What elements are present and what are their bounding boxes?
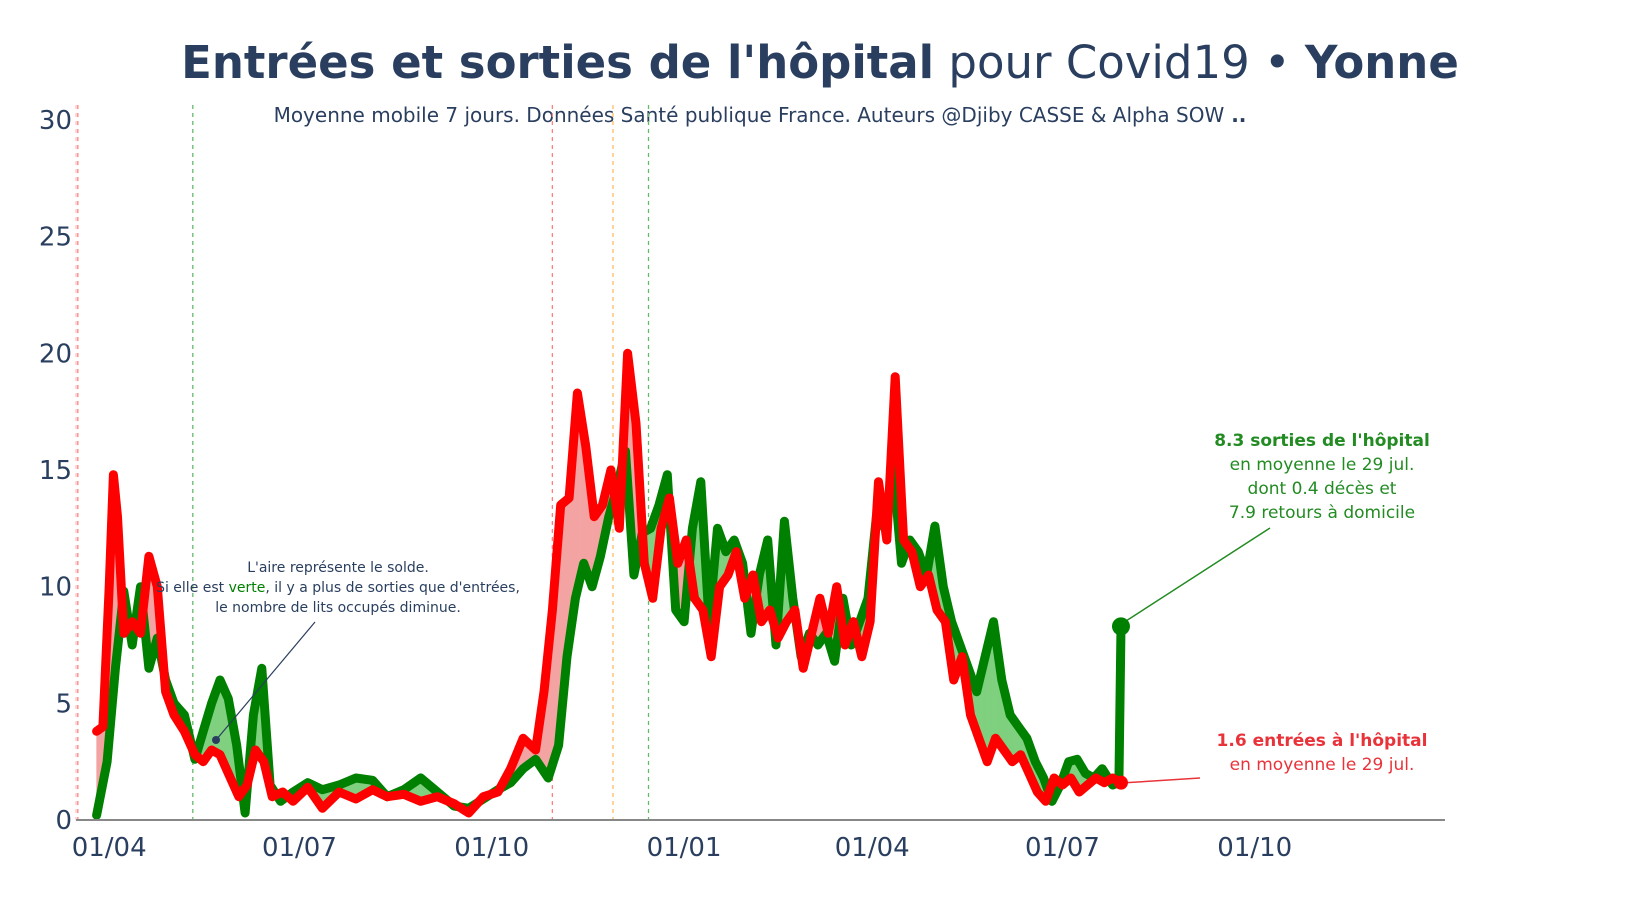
series-lines — [92, 348, 1126, 820]
x-tick-label: 01/07 — [262, 833, 337, 863]
sorties-ann-line-4: 7.9 retours à domicile — [1229, 503, 1415, 523]
sorties-annotation: 8.3 sorties de l'hôpital en moyenne le 2… — [1111, 431, 1430, 636]
entrees-ann-line-2: en moyenne le 29 jul. — [1230, 755, 1415, 775]
chart-subtitle: Moyenne mobile 7 jours. Données Santé pu… — [274, 103, 1247, 127]
axes — [75, 105, 1445, 821]
sorties-ann-connector — [1126, 527, 1271, 621]
x-tick-label: 01/04 — [835, 833, 910, 863]
sorties-line — [92, 446, 1126, 820]
subtitle-tail: .. — [1224, 103, 1246, 127]
x-tick-label: 01/01 — [647, 833, 722, 863]
y-tick-label: 5 — [55, 689, 72, 719]
entrees-ann-connector — [1126, 777, 1201, 784]
tick-labels: 0 5 10 15 20 25 30 01/04 01/07 01/10 01/01 01/04 01/… — [39, 106, 1292, 863]
entrees-ann-line-1: 1.6 entrées à l'hôpital — [1217, 731, 1428, 751]
x-tick-label: 01/10 — [454, 833, 529, 863]
x-tick-label: 01/04 — [72, 833, 147, 863]
entrees-line — [92, 348, 1126, 818]
subtitle-text: Moyenne mobile 7 jours. Données Santé pu… — [274, 103, 1225, 127]
y-tick-label: 15 — [39, 456, 72, 486]
y-tick-label: 10 — [39, 573, 72, 603]
note-line-2: Si elle est verte, il y a plus de sortie… — [156, 580, 520, 596]
sorties-ann-line-2: en moyenne le 29 jul. — [1230, 455, 1415, 475]
note-line-1: L'aire représente le solde. — [247, 560, 429, 576]
title-normal: pour Covid19 • — [934, 36, 1305, 89]
balance-note: L'aire représente le solde. Si elle est … — [156, 560, 520, 744]
y-tick-label: 20 — [39, 339, 72, 369]
sorties-last-point — [1111, 617, 1130, 636]
note-line-2a: Si elle est — [156, 580, 229, 596]
x-tick-label: 01/07 — [1025, 833, 1100, 863]
note-arrow-head — [212, 736, 220, 744]
entrees-last-point — [1113, 775, 1128, 790]
x-tick-label: 01/10 — [1217, 833, 1292, 863]
y-tick-label: 30 — [39, 106, 72, 136]
note-green-word: verte — [229, 580, 266, 596]
chart-title: Entrées et sorties de l'hôpital pour Cov… — [181, 36, 1459, 89]
y-tick-label: 0 — [55, 806, 72, 836]
note-arrow — [215, 621, 316, 741]
y-tick-label: 25 — [39, 223, 72, 253]
title-place: Yonne — [1304, 36, 1459, 89]
note-line-3: le nombre de lits occupés diminue. — [215, 600, 461, 616]
note-line-2b: , il y a plus de sorties que d'entrées, — [265, 580, 520, 596]
sorties-ann-line-3: dont 0.4 décès et — [1248, 479, 1397, 499]
sorties-ann-line-1: 8.3 sorties de l'hôpital — [1214, 431, 1430, 451]
entrees-annotation: 1.6 entrées à l'hôpital en moyenne le 29… — [1113, 731, 1428, 790]
title-bold: Entrées et sorties de l'hôpital — [181, 36, 934, 89]
